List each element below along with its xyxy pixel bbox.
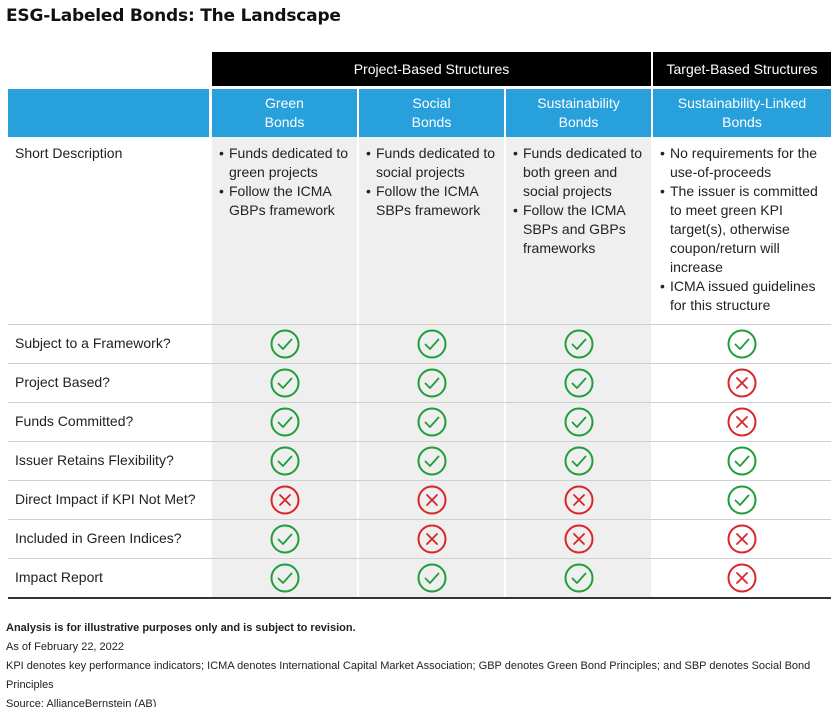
- group-header-target-based: Target-Based Structures: [653, 52, 831, 86]
- description-bullet: Follow the ICMA SBPs and GBPs frameworks: [513, 201, 646, 258]
- x-circle-icon: [727, 407, 757, 437]
- check-circle-icon: [270, 524, 299, 554]
- x-circle-icon: [564, 485, 593, 515]
- check-circle-icon: [270, 329, 299, 359]
- x-circle-icon: [417, 524, 446, 554]
- x-circle-icon: [270, 485, 299, 515]
- row-label: Short Description: [15, 145, 123, 161]
- description-cell: Funds dedicated to social projectsFollow…: [366, 144, 499, 220]
- column-header: Sustainability Bonds: [506, 89, 651, 137]
- check-circle-icon: [417, 407, 446, 437]
- x-circle-icon: [564, 524, 593, 554]
- row-label: Included in Green Indices?: [15, 530, 182, 546]
- check-circle-icon: [727, 329, 757, 359]
- description-bullet: ICMA issued guidelines for this structur…: [660, 277, 826, 315]
- description-cell: Funds dedicated to both green and social…: [513, 144, 646, 258]
- row-divider: [8, 402, 831, 403]
- description-cell: No requirements for the use-of-proceedsT…: [660, 144, 826, 315]
- x-circle-icon: [727, 524, 757, 554]
- row-divider: [8, 597, 831, 599]
- group-header-project-based: Project-Based Structures: [212, 52, 651, 86]
- row-divider: [8, 324, 831, 325]
- check-circle-icon: [727, 446, 757, 476]
- description-bullet: No requirements for the use-of-proceeds: [660, 144, 826, 182]
- page-title: ESG-Labeled Bonds: The Landscape: [6, 6, 341, 26]
- x-circle-icon: [727, 563, 757, 593]
- description-bullet: The issuer is committed to meet green KP…: [660, 182, 826, 277]
- check-circle-icon: [564, 329, 593, 359]
- description-bullet: Funds dedicated to both green and social…: [513, 144, 646, 201]
- source-note: Source: AllianceBernstein (AB): [6, 698, 157, 707]
- description-bullet: Follow the ICMA SBPs framework: [366, 182, 499, 220]
- column-header: Green Bonds: [212, 89, 357, 137]
- date-note: As of February 22, 2022: [6, 641, 125, 653]
- row-label: Issuer Retains Flexibility?: [15, 452, 174, 468]
- column-header: Social Bonds: [359, 89, 504, 137]
- x-circle-icon: [727, 368, 757, 398]
- description-bullet: Funds dedicated to social projects: [366, 144, 499, 182]
- check-circle-icon: [270, 368, 299, 398]
- check-circle-icon: [564, 446, 593, 476]
- row-label: Direct Impact if KPI Not Met?: [15, 491, 196, 507]
- definitions-note: KPI denotes key performance indicators; …: [6, 660, 811, 691]
- footnotes: Analysis is for illustrative purposes on…: [6, 619, 832, 707]
- row-divider: [8, 558, 831, 559]
- check-circle-icon: [564, 563, 593, 593]
- check-circle-icon: [564, 368, 593, 398]
- row-divider: [8, 519, 831, 520]
- description-cell: Funds dedicated to green projectsFollow …: [219, 144, 352, 220]
- row-label: Project Based?: [15, 374, 110, 390]
- check-circle-icon: [270, 446, 299, 476]
- check-circle-icon: [417, 446, 446, 476]
- row-label: Funds Committed?: [15, 413, 134, 429]
- row-label: Subject to a Framework?: [15, 335, 171, 351]
- description-bullet: Funds dedicated to green projects: [219, 144, 352, 182]
- row-divider: [8, 363, 831, 364]
- check-circle-icon: [727, 485, 757, 515]
- check-circle-icon: [564, 407, 593, 437]
- x-circle-icon: [417, 485, 446, 515]
- header-blank-cell: [8, 89, 209, 137]
- description-bullet: Follow the ICMA GBPs framework: [219, 182, 352, 220]
- check-circle-icon: [270, 407, 299, 437]
- check-circle-icon: [417, 563, 446, 593]
- check-circle-icon: [417, 368, 446, 398]
- row-divider: [8, 441, 831, 442]
- row-label: Impact Report: [15, 569, 103, 585]
- disclaimer-note: Analysis is for illustrative purposes on…: [6, 622, 356, 634]
- check-circle-icon: [270, 563, 299, 593]
- row-divider: [8, 480, 831, 481]
- check-circle-icon: [417, 329, 446, 359]
- column-header: Sustainability-Linked Bonds: [653, 89, 831, 137]
